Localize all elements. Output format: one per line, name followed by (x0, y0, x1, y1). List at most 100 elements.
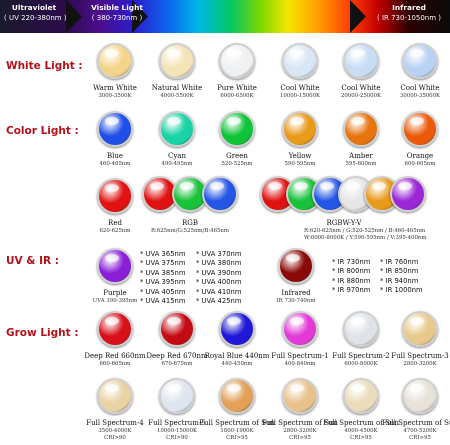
led-bulb (97, 111, 133, 147)
led-name: Royal Blue 440nm (204, 352, 270, 360)
led-label: Full Spectrum-1 400-840nm (260, 352, 340, 367)
led-label: Full Spectrum of Sun 4000-4500K CRI>95 (321, 419, 401, 441)
section-title-uv-ir: UV & IR : (6, 255, 59, 267)
led-name: Blue (106, 152, 124, 160)
led-spec: W:6000-8000K / Y:590-595nm / V:395-400nm (304, 235, 427, 241)
led-label: Deep Red 660nm 660-665nm (75, 352, 155, 367)
led-name: Warm White (93, 84, 137, 92)
led-name: Full Spectrum-3 (391, 352, 449, 360)
led-bulb (402, 43, 438, 79)
ir-wavelength-list-1: * IR 730nm * IR 800nm * IR 880nm * IR 970nm (332, 258, 370, 296)
led-spec: 670-675nm (161, 361, 193, 367)
led-label: Pure White 6000-6500K (197, 84, 277, 99)
led-bulb (202, 176, 238, 212)
led-name: RGBW-Y-V (326, 219, 362, 227)
led-label: Cyan 490-495nm (137, 152, 217, 167)
led-label: RGBW-Y-V R:620-625nm / G:520-525nm / B:46… (304, 219, 427, 241)
led-name: Full Spectrum of Sun (323, 419, 399, 427)
led-spec: 590-595nm (284, 161, 316, 167)
wavelength-item: * UVA 405nm (140, 287, 186, 296)
led-name: Red (108, 219, 122, 227)
led-bulb (282, 311, 318, 347)
led-spec: 490-495nm (161, 161, 193, 167)
wavelength-item: * UVA 400nm (196, 278, 242, 287)
wavelength-item: * UVA 385nm (140, 268, 186, 277)
led-bulb (219, 311, 255, 347)
led-spec: CRI>95 (289, 435, 311, 441)
led-name: Full Spectrum-1 (271, 352, 329, 360)
led-spec: 4000-4500K (344, 428, 378, 434)
wavelength-item: * UVA 410nm (196, 287, 242, 296)
led-bulb (97, 378, 133, 414)
led-name: Full Spectrum-5 (148, 419, 206, 427)
led-label: Orange 600-605nm (380, 152, 450, 167)
led-name: Deep Red 660nm (84, 352, 146, 360)
wavelength-item: * UVA 370nm (196, 250, 242, 258)
wavelength-item: * UVA 375nm (140, 259, 186, 268)
led-bulb (343, 43, 379, 79)
led-spec: CRI>90 (166, 435, 188, 441)
led-bulb (390, 176, 426, 212)
ir-wavelength-list-2: * IR 760nm * IR 850nm * IR 940nm * IR 1000n… (380, 258, 423, 296)
led-name: Cool White (400, 84, 440, 92)
led-spec: 4700-5200K (403, 428, 437, 434)
led-label: Full Spectrum of Sun 1800-1900K CRI>95 (197, 419, 277, 441)
led-name: Pure White (217, 84, 257, 92)
led-label: Cool White 10000-15000K (260, 84, 340, 99)
led-spec: CRI>95 (409, 435, 431, 441)
wavelength-item: * IR 800nm (332, 267, 371, 276)
led-bulb (159, 311, 195, 347)
led-bulb (343, 111, 379, 147)
led-name: Purple (103, 289, 127, 297)
led-spec: 10000-15000K (156, 428, 198, 434)
led-label: Green 520-525nm (197, 152, 277, 167)
led-name: Green (226, 152, 248, 160)
led-name: Amber (349, 152, 373, 160)
led-bulb (282, 111, 318, 147)
led-label: Blue 460-465nm (75, 152, 155, 167)
led-bulb (159, 378, 195, 414)
led-spec: 3000-3500K (98, 93, 132, 99)
led-bulb (343, 378, 379, 414)
led-spec: 620-625nm (99, 228, 131, 234)
uv-band-label: Ultraviolet( UV 220-380nm ) (4, 3, 67, 22)
wavelength-item: * UVA 390nm (196, 268, 242, 277)
led-spec: 440-450nm (221, 361, 253, 367)
led-spec: 2800-3200K (283, 428, 317, 434)
led-name: Yellow (288, 152, 312, 160)
led-spec: 595-600nm (345, 161, 377, 167)
led-bulb (97, 43, 133, 79)
wavelength-item: * UVA 365nm (140, 250, 186, 258)
led-spec: CRI>95 (350, 435, 372, 441)
led-bulb (219, 111, 255, 147)
led-bulb (159, 43, 195, 79)
led-spec: CRI>95 (226, 435, 248, 441)
led-name: Full Spectrum-2 (332, 352, 390, 360)
led-spec: 1800-1900K (220, 428, 254, 434)
wavelength-item: * UVA 380nm (196, 259, 242, 268)
led-bulb (343, 311, 379, 347)
led-spec: 6000-6500K (220, 93, 254, 99)
led-name: Cool White (280, 84, 320, 92)
wavelength-item: * UVA 425nm (196, 297, 242, 306)
led-bulb (97, 311, 133, 347)
led-spec: UVA 390-395nm (92, 298, 138, 304)
section-title-grow: Grow Light : (6, 327, 79, 339)
led-label: Amber 595-600nm (321, 152, 401, 167)
led-spec: 520-525nm (221, 161, 253, 167)
led-label: Cool White 30000-35000K (380, 84, 450, 99)
led-spec: R:620-625nm / G:520-525nm / B:460-465nm (304, 228, 426, 234)
led-name: Cyan (168, 152, 186, 160)
led-bulb (402, 311, 438, 347)
led-name: Full Spectrum of Sun (262, 419, 338, 427)
visible-band-label: Visible Light( 380-730nm ) (91, 3, 143, 22)
section-title-color: Color Light : (6, 125, 79, 137)
led-spec: 4000-5500K (160, 93, 194, 99)
uv-wavelength-list-2: * UVA 370nm * UVA 380nm * UVA 390nm * UVA 4… (196, 250, 241, 306)
led-label: Cool White 20000-25000K (321, 84, 401, 99)
led-label: Purple UVA 390-395nm (75, 289, 155, 304)
led-label: Infrared IR 730-740nm (256, 289, 336, 304)
led-spec: 30000-35000K (399, 93, 441, 99)
led-label: Natural White 4000-5500K (137, 84, 217, 99)
